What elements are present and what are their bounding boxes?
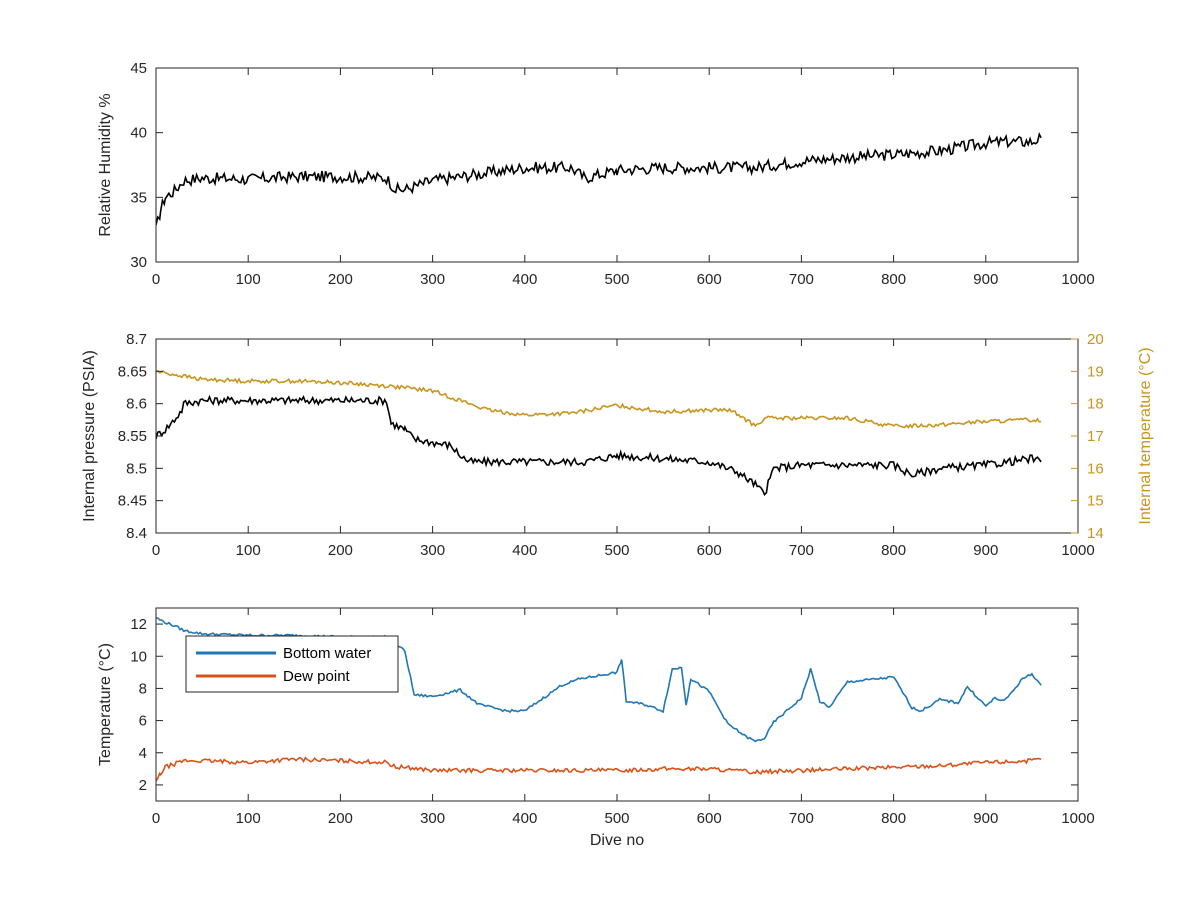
y-tick-label: 10 (130, 648, 147, 665)
y-tick-label: 8.6 (126, 396, 147, 413)
y-tick-label: 45 (130, 60, 147, 77)
y-tick-label: 35 (130, 189, 147, 206)
series-line-1 (156, 394, 1042, 496)
x-tick-label: 400 (512, 810, 537, 827)
y2-tick-label: 16 (1087, 460, 1104, 477)
y-tick-label: 8.4 (126, 525, 147, 542)
x-tick-label: 800 (881, 542, 906, 559)
x-tick-label: 400 (512, 271, 537, 288)
x-tick-label: 700 (789, 271, 814, 288)
y-tick-label: 6 (139, 713, 147, 730)
y2-tick-label: 17 (1087, 428, 1104, 445)
x-axis-label: Dive no (590, 832, 644, 849)
x-tick-label: 900 (973, 542, 998, 559)
x-tick-label: 600 (697, 271, 722, 288)
x-tick-label: 800 (881, 271, 906, 288)
y-tick-label: 8.65 (118, 363, 147, 380)
y-tick-label: 8.45 (118, 493, 147, 510)
axes-frame (155, 338, 1079, 534)
x-tick-label: 600 (697, 542, 722, 559)
x-tick-label: 500 (604, 271, 629, 288)
x-tick-label: 500 (604, 542, 629, 559)
y2-tick-label: 20 (1087, 331, 1104, 348)
x-tick-label: 100 (236, 271, 261, 288)
y2-axis-label: Internal temperature (°C) (1137, 347, 1154, 524)
x-tick-label: 300 (420, 271, 445, 288)
x-tick-label: 0 (152, 271, 160, 288)
y-tick-label: 4 (139, 745, 147, 762)
y-tick-label: 8.55 (118, 428, 147, 445)
legend-box (185, 635, 399, 693)
y-tick-label: 8 (139, 680, 147, 697)
x-tick-label: 1000 (1061, 810, 1094, 827)
x-tick-label: 200 (328, 271, 353, 288)
x-tick-label: 900 (973, 271, 998, 288)
x-tick-label: 700 (789, 810, 814, 827)
x-tick-label: 300 (420, 542, 445, 559)
x-tick-label: 800 (881, 810, 906, 827)
series-line-1 (156, 132, 1042, 226)
x-tick-label: 500 (604, 810, 629, 827)
x-tick-label: 1000 (1061, 271, 1094, 288)
y-tick-label: 8.7 (126, 331, 147, 348)
legend-entry: Bottom water (283, 645, 371, 662)
y-axis-label: Internal pressure (PSIA) (81, 350, 98, 522)
x-tick-label: 700 (789, 542, 814, 559)
series-dew-point (156, 756, 1042, 782)
axes-frame (155, 67, 1079, 263)
x-tick-label: 200 (328, 810, 353, 827)
x-tick-label: 0 (152, 542, 160, 559)
y-tick-label: 30 (130, 254, 147, 271)
temperature-panel: 0 100 200 300 400 500 600 700 800 900 1000 2 4 6 8 10 12… (97, 607, 1095, 849)
y-axis-label: Relative Humidity % (97, 93, 114, 236)
legend-entry: Dew point (283, 668, 351, 685)
y2-tick-label: 19 (1087, 363, 1104, 380)
x-tick-label: 900 (973, 810, 998, 827)
x-tick-label: 400 (512, 542, 537, 559)
x-tick-label: 600 (697, 810, 722, 827)
x-tick-label: 100 (236, 810, 261, 827)
y-axis-label: Temperature (°C) (97, 643, 114, 766)
y2-tick-label: 18 (1087, 396, 1104, 413)
x-tick-label: 100 (236, 542, 261, 559)
humidity-panel: 0 100 200 300 400 500 600 700 800 900 1000 30 35 40 45… (97, 60, 1095, 288)
y2-tick-label: 15 (1087, 493, 1104, 510)
y-tick-label: 8.5 (126, 460, 147, 477)
pressure-temperature-panel: 0 100 200 300 400 500 600 700 800 900 1000 8.4 8.45 8… (81, 331, 1154, 559)
y-tick-label: 2 (139, 777, 147, 794)
y-tick-label: 40 (130, 125, 147, 142)
x-tick-label: 0 (152, 810, 160, 827)
series-line-2 (156, 369, 1042, 429)
x-tick-label: 200 (328, 542, 353, 559)
legend: Bottom water Dew point (185, 635, 399, 693)
y2-tick-label: 14 (1087, 525, 1104, 542)
y-tick-label: 12 (130, 616, 147, 633)
x-tick-label: 1000 (1061, 542, 1094, 559)
x-tick-label: 300 (420, 810, 445, 827)
